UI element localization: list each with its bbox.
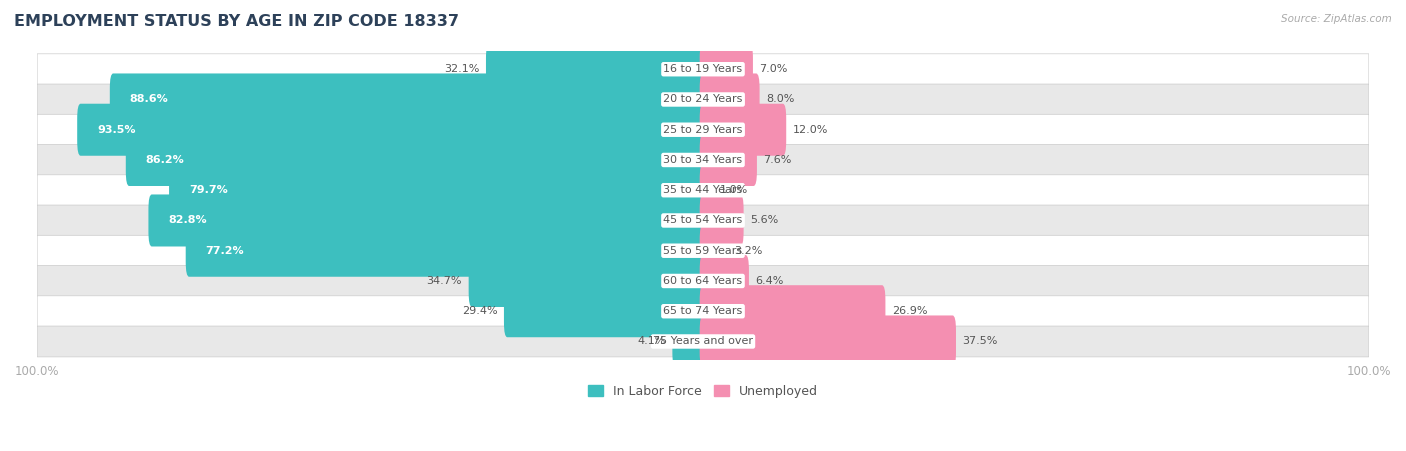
FancyBboxPatch shape [672, 315, 706, 368]
FancyBboxPatch shape [37, 326, 1369, 357]
FancyBboxPatch shape [169, 164, 706, 216]
Text: 82.8%: 82.8% [169, 216, 207, 226]
Text: 60 to 64 Years: 60 to 64 Years [664, 276, 742, 286]
Text: 20 to 24 Years: 20 to 24 Years [664, 94, 742, 105]
Text: 35 to 44 Years: 35 to 44 Years [664, 185, 742, 195]
Text: 79.7%: 79.7% [188, 185, 228, 195]
Text: 16 to 19 Years: 16 to 19 Years [664, 64, 742, 74]
FancyBboxPatch shape [700, 285, 886, 337]
FancyBboxPatch shape [37, 54, 1369, 85]
FancyBboxPatch shape [37, 145, 1369, 175]
FancyBboxPatch shape [700, 315, 956, 368]
FancyBboxPatch shape [77, 104, 706, 156]
Text: 65 to 74 Years: 65 to 74 Years [664, 306, 742, 316]
Text: 30 to 34 Years: 30 to 34 Years [664, 155, 742, 165]
FancyBboxPatch shape [37, 175, 1369, 206]
FancyBboxPatch shape [468, 255, 706, 307]
FancyBboxPatch shape [700, 255, 749, 307]
Text: 3.2%: 3.2% [734, 246, 762, 256]
Legend: In Labor Force, Unemployed: In Labor Force, Unemployed [583, 380, 823, 403]
FancyBboxPatch shape [700, 134, 756, 186]
FancyBboxPatch shape [700, 225, 728, 277]
FancyBboxPatch shape [700, 43, 754, 95]
Text: 29.4%: 29.4% [461, 306, 498, 316]
Text: 7.0%: 7.0% [759, 64, 787, 74]
FancyBboxPatch shape [37, 235, 1369, 266]
FancyBboxPatch shape [149, 194, 706, 247]
Text: 77.2%: 77.2% [205, 246, 245, 256]
Text: 88.6%: 88.6% [129, 94, 169, 105]
FancyBboxPatch shape [110, 74, 706, 125]
Text: 1.0%: 1.0% [720, 185, 748, 195]
FancyBboxPatch shape [700, 104, 786, 156]
Text: EMPLOYMENT STATUS BY AGE IN ZIP CODE 18337: EMPLOYMENT STATUS BY AGE IN ZIP CODE 183… [14, 14, 460, 28]
FancyBboxPatch shape [37, 266, 1369, 296]
FancyBboxPatch shape [503, 285, 706, 337]
FancyBboxPatch shape [125, 134, 706, 186]
Text: 37.5%: 37.5% [963, 336, 998, 346]
Text: 5.6%: 5.6% [751, 216, 779, 226]
Text: 32.1%: 32.1% [444, 64, 479, 74]
FancyBboxPatch shape [186, 225, 706, 277]
FancyBboxPatch shape [486, 43, 706, 95]
Text: 75 Years and over: 75 Years and over [652, 336, 754, 346]
Text: 4.1%: 4.1% [637, 336, 665, 346]
Text: 7.6%: 7.6% [763, 155, 792, 165]
Text: 12.0%: 12.0% [793, 125, 828, 135]
Text: Source: ZipAtlas.com: Source: ZipAtlas.com [1281, 14, 1392, 23]
Text: 86.2%: 86.2% [146, 155, 184, 165]
Text: 8.0%: 8.0% [766, 94, 794, 105]
Text: 6.4%: 6.4% [755, 276, 785, 286]
FancyBboxPatch shape [37, 296, 1369, 327]
Text: 34.7%: 34.7% [426, 276, 463, 286]
FancyBboxPatch shape [37, 84, 1369, 115]
FancyBboxPatch shape [700, 164, 713, 216]
FancyBboxPatch shape [700, 74, 759, 125]
Text: 45 to 54 Years: 45 to 54 Years [664, 216, 742, 226]
Text: 26.9%: 26.9% [891, 306, 928, 316]
FancyBboxPatch shape [37, 114, 1369, 145]
Text: 55 to 59 Years: 55 to 59 Years [664, 246, 742, 256]
FancyBboxPatch shape [700, 194, 744, 247]
Text: 25 to 29 Years: 25 to 29 Years [664, 125, 742, 135]
FancyBboxPatch shape [37, 205, 1369, 236]
Text: 93.5%: 93.5% [97, 125, 135, 135]
